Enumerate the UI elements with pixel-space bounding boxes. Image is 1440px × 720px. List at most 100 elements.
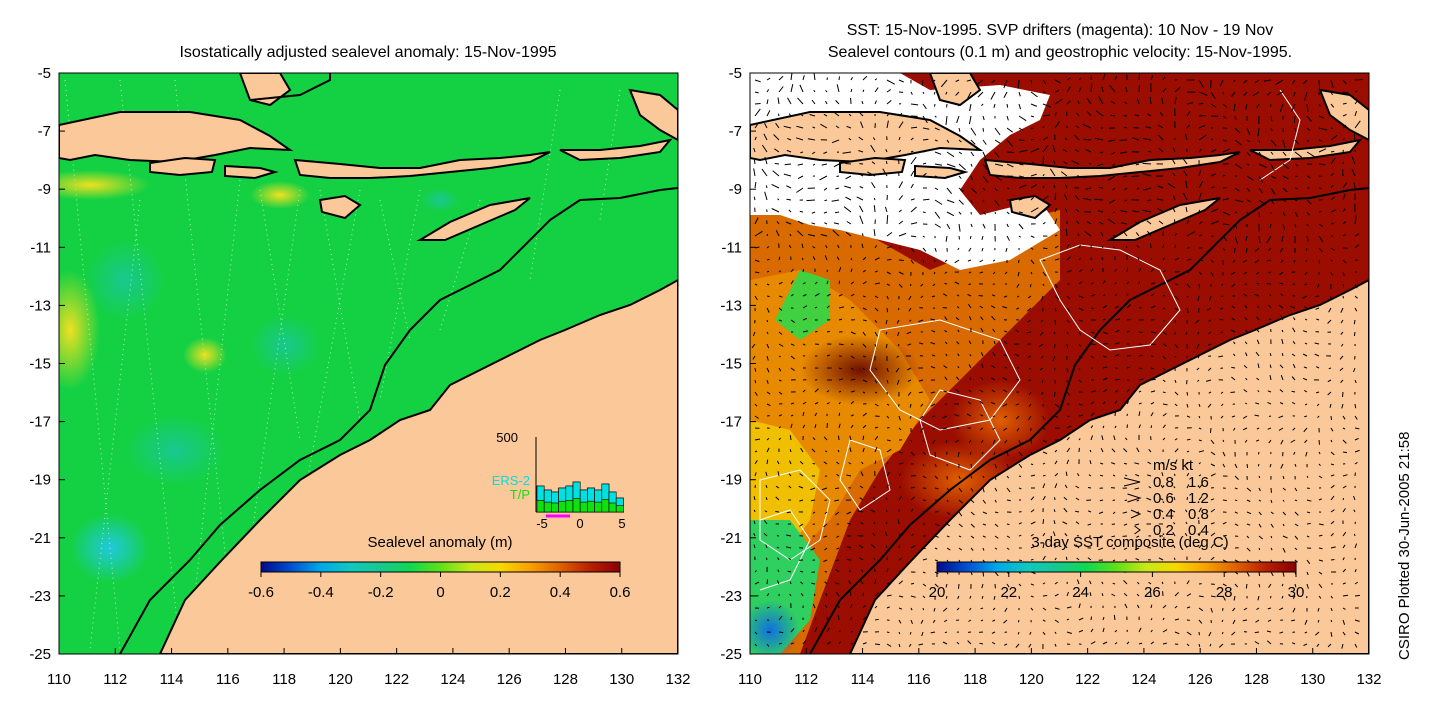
velocity-arrow [1087, 557, 1092, 561]
velocity-arrow [1197, 355, 1200, 359]
velocity-arrow [1257, 389, 1260, 393]
velocity-arrow [910, 222, 918, 225]
velocity-arrow [1078, 629, 1084, 633]
velocity-arrow [910, 607, 913, 611]
velocity-arrow [1222, 103, 1227, 108]
velocity-arrow [1042, 144, 1049, 153]
velocity-arrow [945, 439, 948, 444]
velocity-arrow [1282, 487, 1286, 491]
velocity-arrow [1210, 451, 1216, 456]
sst-warm-core [800, 335, 920, 405]
velocity-arrow [814, 627, 818, 633]
velocity-arrow [1330, 484, 1335, 489]
velocity-arrow [970, 463, 973, 468]
velocity-arrow [1078, 295, 1084, 299]
colorbar-tick: 0.6 [610, 584, 631, 601]
velocity-arrow [1042, 532, 1046, 537]
y-tick-label: -21 [29, 530, 51, 547]
velocity-arrow [833, 163, 840, 168]
velocity-arrow [1138, 331, 1143, 334]
velocity-arrow [1126, 330, 1130, 333]
velocity-arrow [977, 91, 984, 98]
velocity-arrow [1186, 283, 1191, 289]
velocity-arrow [1318, 498, 1322, 501]
velocity-arrow [958, 235, 960, 240]
velocity-arrow [886, 120, 889, 129]
velocity-arrow [1088, 474, 1092, 477]
velocity-arrow [922, 172, 927, 177]
velocity-arrow [802, 305, 808, 309]
velocity-arrow [796, 230, 804, 237]
velocity-arrow [850, 414, 854, 417]
velocity-arrow [1006, 151, 1015, 153]
velocity-arrow [1150, 257, 1153, 261]
velocity-arrow [1281, 583, 1284, 587]
velocity-key-ms: 0.6 [1153, 490, 1174, 507]
velocity-arrow [1222, 451, 1226, 457]
velocity-arrow [1222, 223, 1230, 226]
velocity-arrow [1258, 163, 1267, 169]
velocity-arrow [981, 451, 984, 455]
velocity-arrow [1330, 184, 1334, 189]
velocity-arrow [798, 485, 804, 489]
velocity-arrow [932, 619, 936, 623]
velocity-arrow [1078, 438, 1081, 441]
velocity-arrow [1198, 484, 1203, 489]
velocity-arrow [1258, 535, 1264, 540]
velocity-arrow [1174, 403, 1178, 407]
velocity-arrow [1306, 151, 1315, 157]
velocity-arrow [1210, 271, 1214, 277]
velocity-arrow [1147, 150, 1152, 153]
velocity-arrow [1198, 427, 1202, 430]
velocity-arrow [932, 283, 936, 287]
velocity-arrow [858, 136, 864, 141]
velocity-arrow [874, 282, 880, 285]
velocity-arrow [898, 486, 902, 489]
velocity-arrow [1354, 244, 1360, 249]
velocity-arrow [958, 223, 961, 232]
velocity-arrow [1004, 330, 1008, 333]
velocity-arrow [1142, 209, 1152, 213]
velocity-arrow [1279, 282, 1284, 285]
velocity-arrow [1124, 603, 1128, 609]
velocity-arrow [934, 175, 938, 178]
velocity-arrow [956, 607, 960, 611]
velocity-arrow [1054, 90, 1060, 93]
velocity-arrow [1221, 631, 1224, 635]
velocity-arrow [907, 379, 912, 382]
velocity-arrow [790, 293, 794, 297]
velocity-arrow [922, 103, 927, 110]
x-tick-label: 128 [1244, 671, 1269, 688]
velocity-arrow [967, 259, 972, 262]
velocity-arrow [778, 75, 784, 81]
velocity-arrow [874, 391, 878, 394]
velocity-arrow [1042, 451, 1048, 455]
velocity-arrow [1090, 390, 1096, 393]
velocity-arrow [1002, 377, 1008, 381]
velocity-arrow [946, 175, 949, 179]
velocity-arrow [1294, 463, 1297, 467]
velocity-arrow [1186, 606, 1191, 609]
velocity-arrow [862, 233, 864, 237]
velocity-arrow [1340, 319, 1344, 324]
velocity-arrow [898, 631, 901, 635]
velocity-arrow [751, 343, 756, 349]
velocity-arrow [1234, 223, 1238, 229]
velocity-arrow [1006, 211, 1010, 215]
colorbar-tick: 20 [929, 584, 946, 601]
velocity-arrow [1064, 484, 1068, 489]
velocity-arrow [874, 435, 879, 441]
velocity-arrow [1066, 618, 1070, 621]
velocity-arrow [845, 163, 852, 165]
credit-text: CSIRO Plotted 30-Jun-2005 21:58 [1396, 432, 1413, 660]
velocity-arrow [764, 122, 768, 129]
velocity-arrow [1290, 103, 1296, 112]
velocity-arrow [862, 355, 867, 358]
velocity-arrow [858, 544, 864, 549]
velocity-arrow [1162, 343, 1168, 347]
velocity-arrow [823, 523, 828, 528]
velocity-arrow [1158, 508, 1164, 513]
velocity-arrow [934, 487, 939, 490]
velocity-arrow [1174, 355, 1177, 359]
velocity-arrow [966, 413, 972, 417]
